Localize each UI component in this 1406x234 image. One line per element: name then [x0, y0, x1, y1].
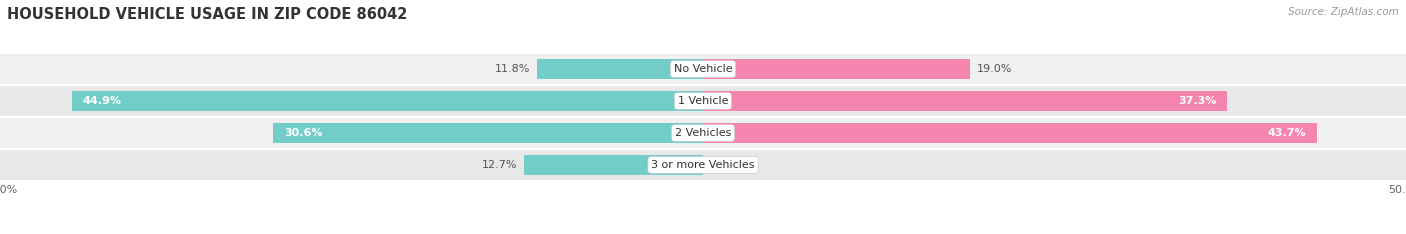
Text: 12.7%: 12.7% — [482, 160, 517, 170]
Bar — [703, 59, 970, 79]
Bar — [72, 91, 703, 111]
Text: 0.0%: 0.0% — [710, 160, 738, 170]
Text: 43.7%: 43.7% — [1268, 128, 1306, 138]
Bar — [703, 123, 1317, 143]
Bar — [0, 118, 1406, 148]
Text: 2 Vehicles: 2 Vehicles — [675, 128, 731, 138]
Text: 19.0%: 19.0% — [977, 64, 1012, 74]
Text: HOUSEHOLD VEHICLE USAGE IN ZIP CODE 86042: HOUSEHOLD VEHICLE USAGE IN ZIP CODE 8604… — [7, 7, 408, 22]
Bar — [524, 155, 703, 175]
Text: Source: ZipAtlas.com: Source: ZipAtlas.com — [1288, 7, 1399, 17]
Bar — [273, 123, 703, 143]
Text: 3 or more Vehicles: 3 or more Vehicles — [651, 160, 755, 170]
Text: 11.8%: 11.8% — [495, 64, 530, 74]
Bar — [703, 91, 1227, 111]
Text: 30.6%: 30.6% — [284, 128, 322, 138]
Bar — [0, 54, 1406, 84]
Bar — [537, 59, 703, 79]
Text: 44.9%: 44.9% — [83, 96, 122, 106]
Text: No Vehicle: No Vehicle — [673, 64, 733, 74]
Bar — [0, 86, 1406, 116]
Bar — [0, 150, 1406, 180]
Text: 1 Vehicle: 1 Vehicle — [678, 96, 728, 106]
Text: 37.3%: 37.3% — [1178, 96, 1216, 106]
